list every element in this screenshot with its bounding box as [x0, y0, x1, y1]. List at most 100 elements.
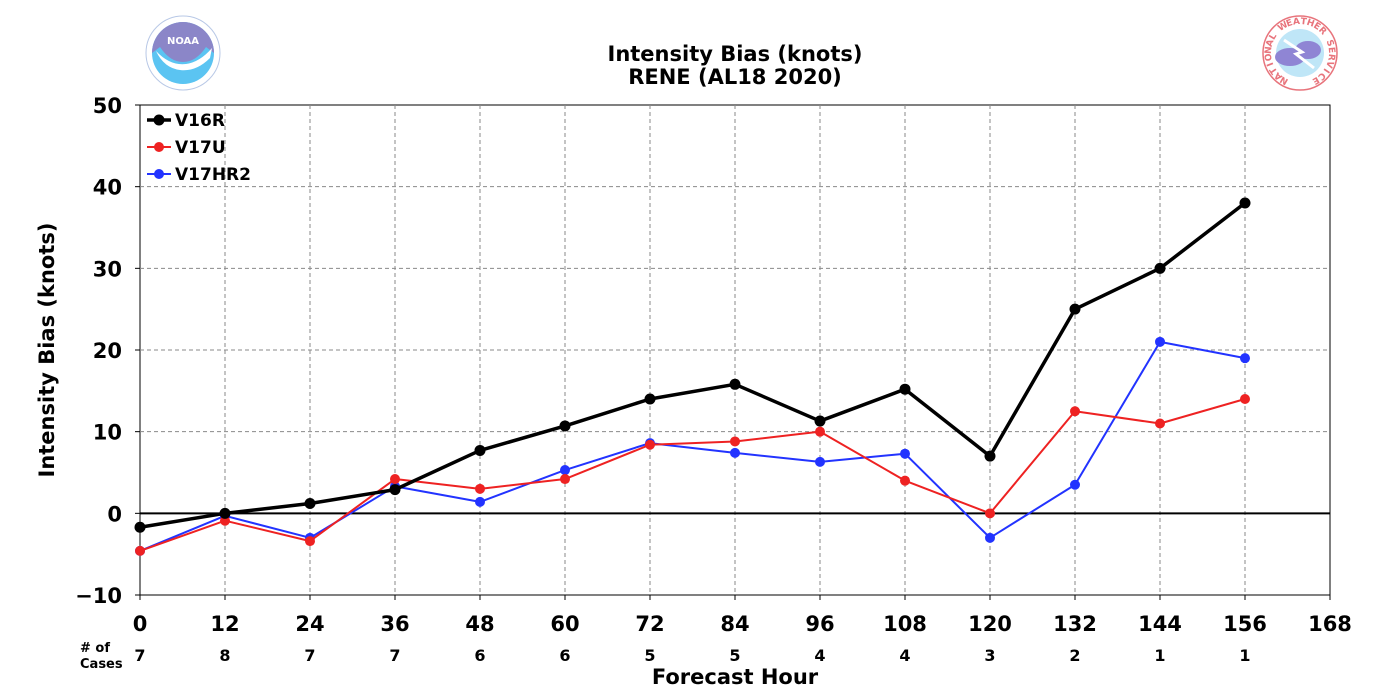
data-point — [1240, 353, 1250, 364]
legend-marker — [153, 114, 165, 126]
nws-ring-letter: A — [1273, 70, 1285, 82]
case-count: 6 — [559, 646, 570, 665]
data-point — [219, 507, 231, 519]
data-point — [389, 484, 401, 496]
x-tick-label: 24 — [295, 612, 324, 636]
data-point — [134, 521, 146, 533]
data-point — [475, 483, 485, 494]
x-tick-label: 48 — [465, 612, 494, 636]
case-count: 7 — [389, 646, 400, 665]
nws-ring-letter: I — [1266, 61, 1277, 68]
case-count: 1 — [1154, 646, 1165, 665]
x-tick-label: 96 — [805, 612, 834, 636]
nws-ring-letter: H — [1305, 18, 1315, 30]
data-point — [135, 545, 145, 556]
data-point — [559, 420, 571, 432]
data-point — [899, 383, 911, 395]
y-tick-label: 10 — [93, 421, 122, 445]
case-count: 4 — [899, 646, 910, 665]
series-v16r — [134, 197, 1251, 533]
data-point — [1155, 336, 1165, 347]
nws-ring-letter: N — [1264, 46, 1275, 54]
data-point — [1239, 197, 1251, 209]
y-tick-label: 0 — [107, 502, 122, 526]
x-tick-label: 108 — [883, 612, 927, 636]
data-point — [304, 498, 316, 510]
nws-ring-letter: O — [1264, 52, 1275, 61]
legend-item-v16r: V16R — [147, 111, 225, 131]
nws-ring-letter: V — [1323, 59, 1335, 69]
y-tick-label: −10 — [75, 584, 122, 608]
case-count: 2 — [1069, 646, 1080, 665]
data-point — [900, 448, 910, 459]
case-count: 8 — [219, 646, 230, 665]
data-point — [474, 444, 486, 456]
data-point — [1240, 394, 1250, 404]
x-tick-label: 60 — [550, 612, 579, 636]
series-v17hr2 — [135, 336, 1250, 556]
data-point — [729, 378, 741, 390]
x-tick-label: 36 — [380, 612, 409, 636]
cases-row: # of Cases 7 8 7 7 6 6 5 5 4 4 3 2 1 1 — [80, 641, 1251, 672]
x-tick-label: 72 — [635, 612, 664, 636]
nws-ring-letter: E — [1285, 18, 1294, 29]
legend-marker — [154, 169, 164, 179]
data-point — [984, 450, 996, 462]
nws-ring-letter: R — [1316, 25, 1328, 37]
nws-ring-letter: A — [1265, 38, 1277, 48]
series-line — [139, 201, 1247, 529]
case-count: 7 — [134, 646, 145, 665]
nws-ring-letter: A — [1292, 17, 1300, 28]
noaa-logo-icon: NOAA — [145, 15, 221, 91]
case-count: 6 — [474, 646, 485, 665]
y-tick-label: 20 — [93, 339, 122, 363]
nws-ring-letter: E — [1326, 47, 1337, 54]
data-point — [1070, 406, 1080, 417]
x-axis-label: Forecast Hour — [652, 665, 819, 689]
legend-label: V17U — [175, 138, 226, 158]
nws-ring-letter: E — [1310, 74, 1320, 86]
x-tick-label: 0 — [133, 612, 148, 636]
x-tick-label: 120 — [968, 612, 1012, 636]
legend-item-v17u: V17U — [147, 138, 226, 158]
case-count: 3 — [984, 646, 995, 665]
legend-marker — [154, 142, 164, 152]
nws-ring-letter: I — [1321, 66, 1331, 74]
data-point — [815, 426, 825, 437]
y-tick-label: 40 — [93, 176, 122, 200]
x-tick-label: 84 — [720, 612, 749, 636]
cases-header-line1: # of — [80, 641, 110, 656]
legend-label: V16R — [175, 111, 225, 131]
case-count: 5 — [644, 646, 655, 665]
data-point — [305, 536, 315, 547]
y-tick-label: 50 — [93, 94, 122, 118]
data-point — [815, 456, 825, 467]
nws-ring-letter: T — [1300, 17, 1308, 28]
series-line — [139, 398, 1246, 552]
x-axis-ticks: 0 12 24 36 48 60 72 84 96 108 120 132 144 156 168 — [133, 595, 1352, 636]
y-axis-label: Intensity Bias (knots) — [35, 223, 59, 478]
legend-item-v17hr2: V17HR2 — [147, 165, 251, 185]
series-line — [139, 340, 1246, 552]
data-point — [1155, 418, 1165, 429]
data-point — [475, 496, 485, 507]
data-point — [644, 393, 656, 405]
x-tick-label: 144 — [1138, 612, 1182, 636]
case-count: 4 — [814, 646, 825, 665]
nws-ring-letter: E — [1311, 21, 1322, 33]
legend-label: V17HR2 — [175, 165, 251, 185]
y-tick-label: 30 — [93, 257, 122, 281]
nws-ring-letter: W — [1276, 20, 1290, 34]
data-point — [985, 508, 995, 519]
data-point — [390, 474, 400, 485]
data-point — [645, 439, 655, 450]
data-point — [1154, 262, 1166, 274]
x-tick-label: 12 — [210, 612, 239, 636]
nws-ring-letter: N — [1279, 74, 1291, 86]
nws-ring-letter: S — [1324, 39, 1336, 48]
cases-header-line2: Cases — [80, 657, 123, 672]
case-count: 5 — [729, 646, 740, 665]
